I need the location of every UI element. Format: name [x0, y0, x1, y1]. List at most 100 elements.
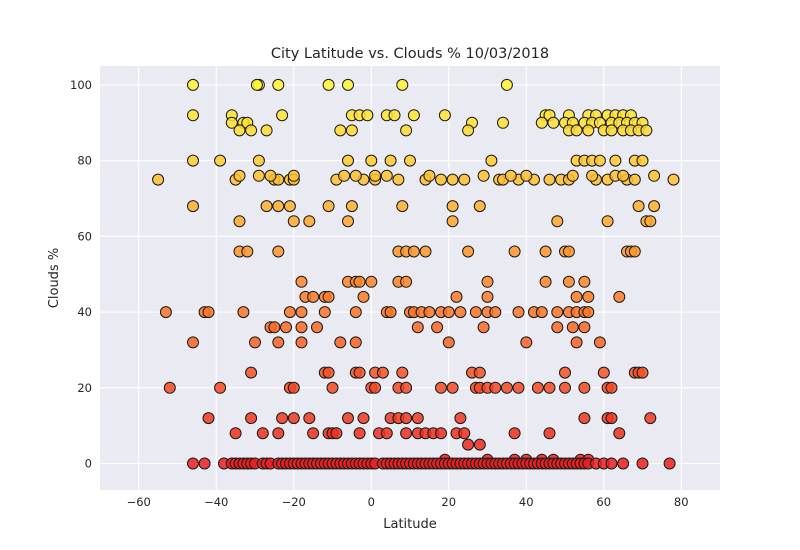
data-point — [473, 366, 486, 379]
data-point — [605, 412, 618, 425]
data-point — [349, 306, 362, 319]
data-point — [245, 366, 258, 379]
data-point — [632, 200, 645, 213]
data-point — [361, 109, 374, 122]
data-point — [357, 412, 370, 425]
data-point — [280, 321, 292, 334]
data-point — [431, 321, 444, 334]
data-point — [396, 200, 409, 213]
data-point — [233, 215, 246, 228]
data-point — [365, 154, 378, 167]
data-point — [578, 412, 591, 425]
data-point — [252, 154, 265, 167]
y-tick-label: 20 — [77, 381, 92, 395]
data-point — [605, 457, 618, 470]
data-point — [411, 321, 424, 334]
data-point — [241, 245, 254, 258]
data-point — [462, 245, 475, 258]
data-point — [497, 116, 509, 129]
data-point — [609, 154, 622, 167]
data-point — [438, 109, 451, 122]
x-tick-label: 60 — [596, 495, 611, 509]
data-point — [543, 381, 556, 394]
data-point — [307, 290, 320, 303]
data-point — [423, 306, 436, 319]
x-tick-label: 80 — [674, 495, 689, 509]
data-point — [489, 306, 502, 319]
data-point — [539, 245, 552, 258]
data-point — [473, 438, 486, 451]
data-point — [535, 116, 548, 129]
data-point — [512, 306, 525, 319]
data-point — [473, 200, 486, 213]
data-point — [508, 427, 521, 440]
data-point — [512, 381, 525, 394]
data-point — [272, 200, 285, 213]
data-point — [318, 306, 331, 319]
data-point — [566, 169, 579, 182]
x-tick-label: 40 — [519, 495, 534, 509]
data-point — [617, 457, 630, 470]
data-point — [295, 321, 308, 334]
data-point — [446, 215, 459, 228]
data-point — [617, 169, 630, 182]
data-point — [481, 275, 494, 288]
data-points — [152, 78, 680, 470]
data-point — [469, 306, 482, 319]
data-point — [345, 200, 358, 213]
data-point — [272, 427, 285, 440]
data-point — [322, 290, 335, 303]
data-point — [283, 306, 296, 319]
data-point — [648, 169, 661, 182]
data-point — [272, 78, 285, 91]
data-point — [636, 366, 649, 379]
data-point — [644, 215, 657, 228]
data-point — [442, 306, 455, 319]
data-point — [353, 427, 366, 440]
data-point — [349, 169, 362, 182]
data-point — [276, 109, 289, 122]
data-point — [435, 173, 447, 186]
data-point — [597, 366, 610, 379]
data-point — [407, 245, 420, 258]
x-tick-label: −60 — [127, 495, 151, 509]
data-point — [411, 412, 424, 425]
data-point — [233, 169, 246, 182]
data-point — [365, 275, 378, 288]
data-point — [400, 381, 413, 394]
data-point — [446, 173, 459, 186]
data-point — [559, 381, 571, 394]
data-point — [404, 154, 416, 167]
data-point — [435, 381, 447, 394]
data-point — [628, 173, 641, 186]
data-point — [163, 381, 176, 394]
data-point — [202, 412, 215, 425]
data-point — [252, 169, 265, 182]
data-point — [419, 245, 432, 258]
data-point — [636, 457, 649, 470]
data-point — [268, 321, 281, 334]
data-point — [233, 124, 246, 137]
data-point — [384, 154, 397, 167]
data-point — [330, 427, 343, 440]
y-tick-label: 0 — [85, 457, 92, 471]
y-axis-label: Clouds % — [47, 248, 62, 308]
data-point — [260, 124, 273, 137]
data-point — [334, 124, 347, 137]
data-point — [214, 154, 227, 167]
data-point — [376, 366, 389, 379]
data-point — [582, 306, 595, 319]
x-tick-label: −40 — [204, 495, 228, 509]
x-tick-label: 20 — [441, 495, 456, 509]
data-point — [400, 427, 413, 440]
data-point — [250, 78, 263, 91]
y-tick-labels: 0 20 40 60 80 100 — [70, 78, 92, 471]
data-point — [648, 200, 661, 213]
data-point — [442, 336, 455, 349]
data-point — [582, 124, 595, 137]
data-point — [636, 154, 649, 167]
data-point — [353, 366, 366, 379]
data-point — [342, 154, 354, 167]
data-point — [225, 116, 238, 129]
data-point — [547, 116, 560, 129]
